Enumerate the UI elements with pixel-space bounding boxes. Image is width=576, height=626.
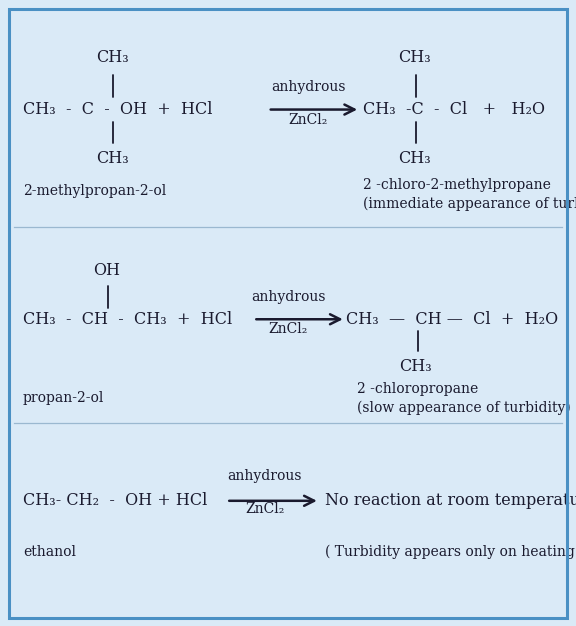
Text: ZnCl₂: ZnCl₂ (268, 322, 308, 336)
Text: 2-methylpropan-2-ol: 2-methylpropan-2-ol (23, 184, 166, 198)
Text: CH₃: CH₃ (96, 49, 128, 66)
Text: 2 -chloropropane: 2 -chloropropane (357, 382, 479, 396)
Text: ZnCl₂: ZnCl₂ (289, 113, 328, 126)
Text: ZnCl₂: ZnCl₂ (245, 502, 285, 516)
Text: CH₃  -C  -  Cl   +   H₂O: CH₃ -C - Cl + H₂O (363, 101, 545, 118)
Text: CH₃: CH₃ (400, 358, 432, 375)
Text: 2 -chloro-2-methylpropane: 2 -chloro-2-methylpropane (363, 178, 551, 192)
Text: CH₃  —  CH —  Cl  +  H₂O: CH₃ — CH — Cl + H₂O (346, 310, 558, 328)
Text: OH: OH (93, 262, 120, 279)
Text: (slow appearance of turbidity): (slow appearance of turbidity) (357, 401, 571, 415)
Text: ( Turbidity appears only on heating ): ( Turbidity appears only on heating ) (325, 545, 576, 559)
Text: (immediate appearance of turbidity): (immediate appearance of turbidity) (363, 197, 576, 210)
Text: CH₃: CH₃ (399, 150, 431, 167)
Text: CH₃- CH₂  -  OH + HCl: CH₃- CH₂ - OH + HCl (23, 492, 207, 510)
Text: CH₃: CH₃ (96, 150, 128, 167)
Text: CH₃: CH₃ (399, 49, 431, 66)
Text: anhydrous: anhydrous (251, 290, 325, 304)
Text: anhydrous: anhydrous (228, 470, 302, 483)
Text: No reaction at room temperature: No reaction at room temperature (325, 492, 576, 510)
Text: CH₃  -  C  -  OH  +  HCl: CH₃ - C - OH + HCl (23, 101, 213, 118)
Text: propan-2-ol: propan-2-ol (23, 391, 104, 404)
Text: CH₃  -  CH  -  CH₃  +  HCl: CH₃ - CH - CH₃ + HCl (23, 310, 232, 328)
Text: anhydrous: anhydrous (271, 80, 346, 94)
Text: ethanol: ethanol (23, 545, 76, 559)
